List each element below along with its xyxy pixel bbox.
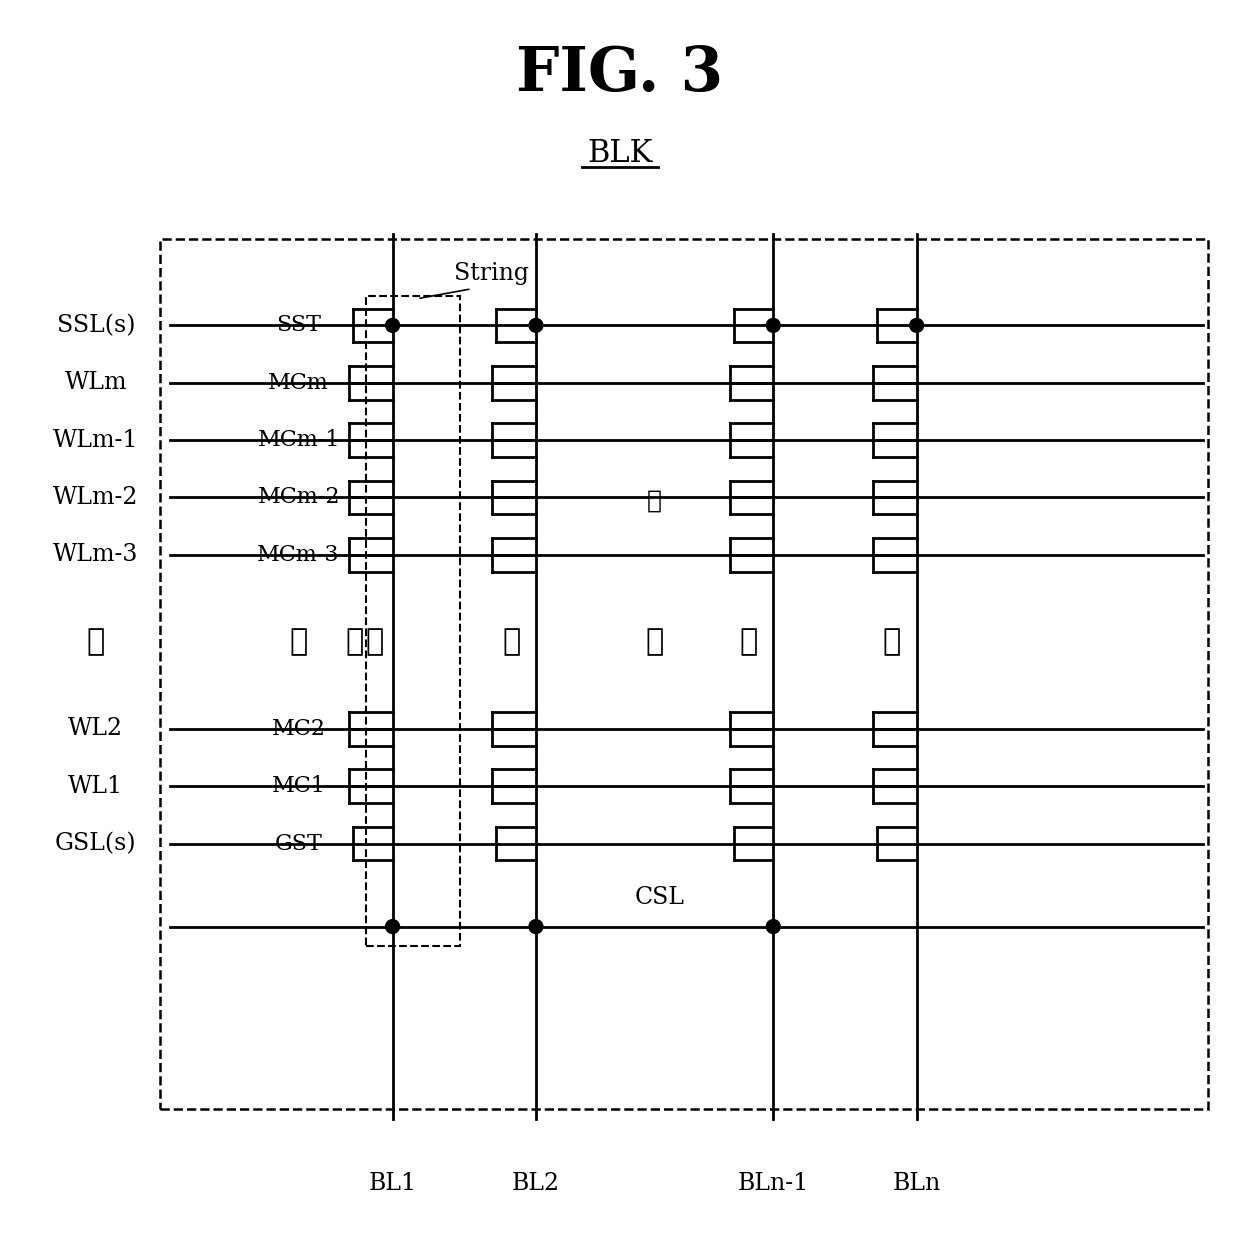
Text: GSL(s): GSL(s) xyxy=(55,832,136,855)
Text: ⋮: ⋮ xyxy=(346,627,365,658)
Text: BL2: BL2 xyxy=(512,1172,560,1195)
Circle shape xyxy=(766,920,780,933)
Text: BLK: BLK xyxy=(588,138,652,168)
Text: SSL(s): SSL(s) xyxy=(57,314,135,336)
Text: BLn: BLn xyxy=(893,1172,941,1195)
Text: ⋮: ⋮ xyxy=(739,627,758,658)
Text: MC2: MC2 xyxy=(272,718,326,740)
Text: ⋯: ⋯ xyxy=(647,490,662,513)
Text: ⋯: ⋯ xyxy=(646,627,663,658)
Text: ⋮: ⋮ xyxy=(87,627,105,658)
Text: ⋮: ⋮ xyxy=(289,627,308,658)
Bar xyxy=(160,239,1208,1109)
Circle shape xyxy=(529,920,543,933)
Text: WLm-3: WLm-3 xyxy=(53,543,139,566)
Text: ⋮: ⋮ xyxy=(366,627,384,658)
Text: SST: SST xyxy=(277,314,321,336)
Text: MC1: MC1 xyxy=(272,775,326,797)
Text: MCm-1: MCm-1 xyxy=(258,429,340,451)
Text: MCm: MCm xyxy=(268,371,329,394)
Text: WL2: WL2 xyxy=(68,718,124,740)
Circle shape xyxy=(529,319,543,333)
Text: ⋮: ⋮ xyxy=(502,627,521,658)
Circle shape xyxy=(386,920,399,933)
Text: BLn-1: BLn-1 xyxy=(738,1172,808,1195)
Circle shape xyxy=(386,319,399,333)
Text: CSL: CSL xyxy=(635,886,684,908)
Text: MCm-2: MCm-2 xyxy=(258,486,340,508)
Text: WL1: WL1 xyxy=(68,775,124,797)
Text: WLm-1: WLm-1 xyxy=(53,429,139,451)
Circle shape xyxy=(910,319,924,333)
Text: ⋮: ⋮ xyxy=(883,627,901,658)
Text: MCm-3: MCm-3 xyxy=(258,543,340,566)
Text: FIG. 3: FIG. 3 xyxy=(516,44,724,105)
Text: WLm-2: WLm-2 xyxy=(53,486,139,508)
Text: GST: GST xyxy=(275,832,322,855)
Circle shape xyxy=(766,319,780,333)
Text: WLm: WLm xyxy=(64,371,128,394)
Text: BL1: BL1 xyxy=(368,1172,417,1195)
Bar xyxy=(366,295,460,947)
Text: String: String xyxy=(454,263,529,285)
